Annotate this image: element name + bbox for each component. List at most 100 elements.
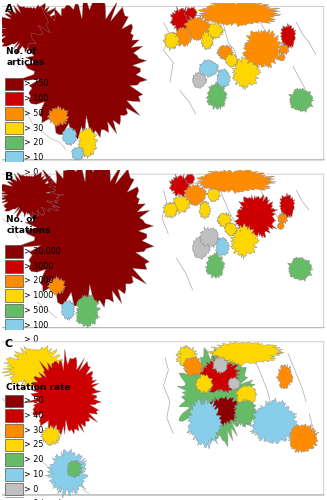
Polygon shape	[199, 227, 219, 248]
Polygon shape	[279, 44, 289, 55]
FancyBboxPatch shape	[5, 274, 23, 287]
Text: > 0: > 0	[24, 168, 39, 176]
FancyBboxPatch shape	[5, 318, 23, 332]
Text: > 20,000: > 20,000	[24, 247, 61, 256]
Polygon shape	[47, 106, 69, 127]
Polygon shape	[184, 184, 208, 206]
Text: No. of
citations: No. of citations	[7, 215, 51, 235]
Polygon shape	[195, 170, 276, 194]
Polygon shape	[199, 199, 211, 220]
Text: > 0: > 0	[24, 484, 39, 494]
FancyBboxPatch shape	[5, 304, 23, 316]
FancyBboxPatch shape	[5, 136, 23, 149]
FancyBboxPatch shape	[5, 122, 23, 134]
Polygon shape	[205, 342, 284, 366]
Text: No. of
articles: No. of articles	[7, 47, 44, 68]
Polygon shape	[182, 356, 204, 376]
FancyBboxPatch shape	[5, 409, 23, 422]
Polygon shape	[289, 88, 314, 112]
Polygon shape	[230, 224, 259, 259]
Polygon shape	[195, 374, 213, 394]
Polygon shape	[0, 3, 72, 54]
Polygon shape	[23, 349, 102, 435]
Polygon shape	[280, 24, 296, 48]
FancyBboxPatch shape	[5, 348, 23, 361]
FancyBboxPatch shape	[5, 438, 23, 452]
Polygon shape	[193, 72, 207, 88]
Polygon shape	[184, 7, 197, 21]
Text: > 100: > 100	[24, 94, 48, 103]
FancyBboxPatch shape	[5, 454, 23, 466]
FancyBboxPatch shape	[5, 394, 23, 407]
Text: > 1000: > 1000	[24, 291, 54, 300]
Polygon shape	[67, 460, 82, 478]
Polygon shape	[206, 252, 225, 278]
Text: = 0 (n.a.): = 0 (n.a.)	[24, 499, 62, 500]
FancyBboxPatch shape	[2, 6, 324, 160]
Text: > 25: > 25	[24, 440, 44, 450]
Text: > 20: > 20	[24, 455, 44, 464]
Polygon shape	[207, 188, 221, 202]
Text: > 10: > 10	[24, 470, 43, 479]
Polygon shape	[62, 128, 77, 146]
Text: > 30: > 30	[24, 426, 43, 435]
Text: > 3000: > 3000	[24, 262, 54, 271]
Polygon shape	[196, 1, 282, 27]
FancyBboxPatch shape	[5, 78, 23, 90]
Polygon shape	[231, 54, 261, 90]
Polygon shape	[172, 27, 192, 46]
Polygon shape	[277, 222, 284, 230]
Polygon shape	[40, 425, 61, 446]
Polygon shape	[187, 396, 222, 449]
Polygon shape	[288, 424, 319, 453]
Polygon shape	[212, 356, 228, 374]
Polygon shape	[206, 21, 225, 40]
Polygon shape	[197, 354, 241, 393]
Polygon shape	[192, 236, 211, 260]
Polygon shape	[0, 346, 70, 391]
Polygon shape	[216, 68, 231, 88]
Text: > 500: > 500	[24, 306, 49, 315]
FancyBboxPatch shape	[5, 290, 23, 302]
Text: > 40: > 40	[24, 411, 43, 420]
Text: > 100: > 100	[24, 320, 48, 330]
Polygon shape	[288, 257, 313, 281]
Text: > 0: > 0	[24, 335, 39, 344]
Polygon shape	[215, 237, 230, 256]
Polygon shape	[177, 346, 255, 447]
Polygon shape	[228, 378, 241, 390]
FancyBboxPatch shape	[2, 174, 324, 328]
Polygon shape	[47, 276, 66, 295]
Polygon shape	[199, 59, 219, 78]
Text: A: A	[5, 4, 13, 14]
FancyBboxPatch shape	[5, 107, 23, 120]
Text: > 30: > 30	[24, 124, 43, 132]
FancyBboxPatch shape	[5, 334, 23, 346]
Polygon shape	[206, 82, 227, 110]
Polygon shape	[201, 30, 214, 50]
Text: = 0: = 0	[24, 182, 39, 192]
Polygon shape	[225, 54, 238, 68]
Text: > 20: > 20	[24, 138, 44, 147]
FancyBboxPatch shape	[5, 424, 23, 436]
Text: > 50: > 50	[24, 396, 44, 406]
Polygon shape	[224, 222, 237, 236]
Text: B: B	[5, 172, 13, 182]
Text: > 2000: > 2000	[24, 276, 54, 285]
Text: > 50: > 50	[24, 109, 44, 118]
Polygon shape	[14, 0, 147, 140]
Polygon shape	[279, 193, 295, 218]
Polygon shape	[172, 196, 191, 214]
FancyBboxPatch shape	[5, 180, 23, 193]
Polygon shape	[278, 214, 288, 224]
Text: > 750: > 750	[24, 80, 49, 88]
Polygon shape	[217, 212, 232, 228]
FancyBboxPatch shape	[5, 468, 23, 480]
Polygon shape	[163, 32, 181, 51]
Polygon shape	[278, 54, 285, 61]
Polygon shape	[0, 172, 64, 218]
Polygon shape	[76, 294, 100, 328]
Polygon shape	[184, 16, 213, 40]
FancyBboxPatch shape	[5, 151, 23, 164]
Polygon shape	[204, 396, 241, 426]
